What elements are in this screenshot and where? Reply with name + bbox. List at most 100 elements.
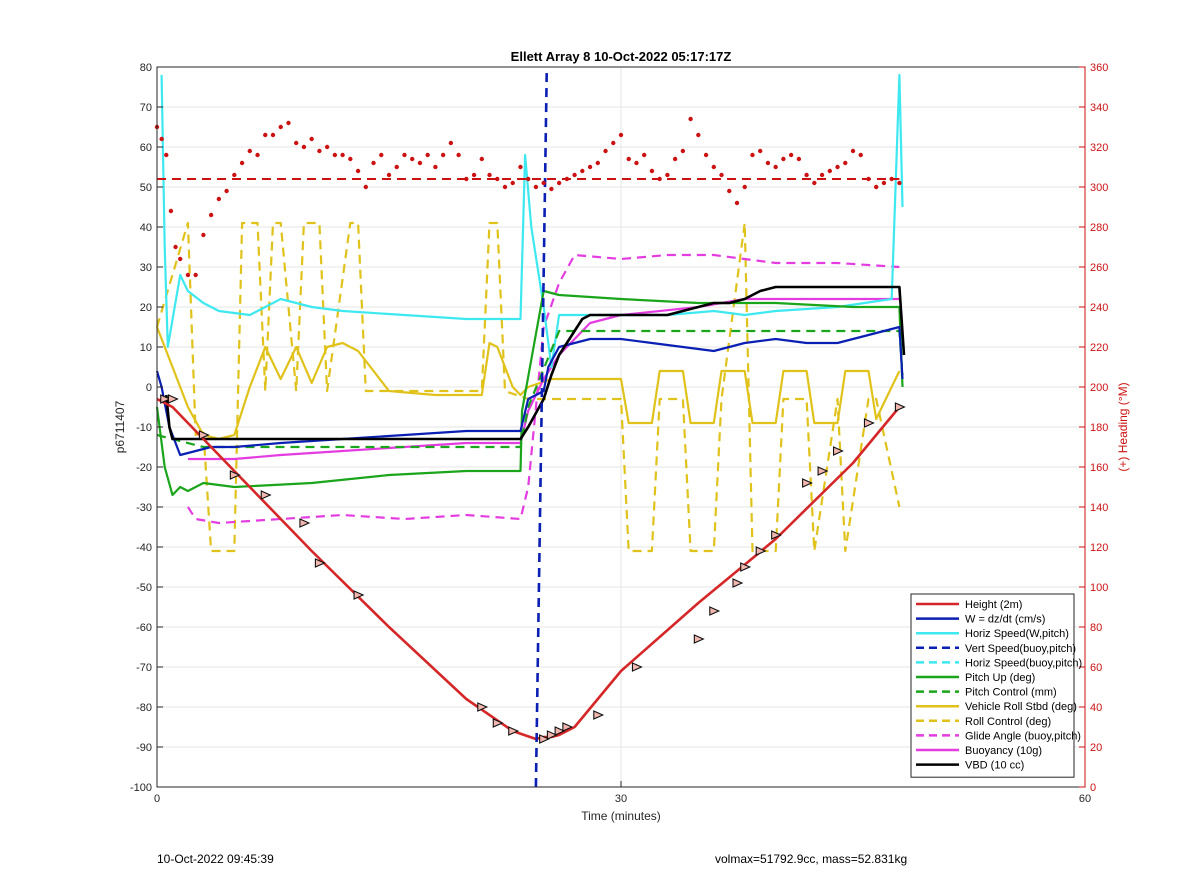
y-tick-label: -90 xyxy=(136,742,152,754)
heading-point xyxy=(425,152,430,158)
heading-point xyxy=(603,148,608,154)
depth-marker xyxy=(802,478,813,488)
heading-point xyxy=(819,172,825,178)
heading-point xyxy=(402,152,407,158)
y-tick-label: -80 xyxy=(136,702,152,714)
heading-point xyxy=(479,156,484,162)
heading-point xyxy=(294,140,299,146)
heading-point xyxy=(164,152,169,158)
heading-point xyxy=(433,164,438,170)
heading-point xyxy=(518,164,523,170)
y2-tick-label: 40 xyxy=(1090,702,1102,714)
heading-point xyxy=(168,208,174,214)
heading-point xyxy=(788,152,794,158)
heading-point xyxy=(533,184,539,190)
legend-label: Height (2m) xyxy=(965,599,1022,611)
heading-point xyxy=(812,180,817,186)
heading-point xyxy=(502,184,508,190)
y-tick-label: 10 xyxy=(140,342,152,354)
series-lines xyxy=(155,66,906,788)
heading-point xyxy=(765,160,771,166)
series-line-roll-control-deg xyxy=(155,221,901,553)
heading-point xyxy=(611,140,616,146)
heading-point xyxy=(750,152,755,158)
heading-point xyxy=(324,144,330,150)
y-tick-label: 50 xyxy=(140,182,152,194)
y2-tick-label: 340 xyxy=(1090,102,1108,114)
footer-timestamp: 10-Oct-2022 09:45:39 xyxy=(157,852,274,866)
heading-point xyxy=(649,168,655,174)
depth-marker xyxy=(863,418,875,428)
heading-point xyxy=(159,136,164,142)
depth-marker xyxy=(477,702,489,712)
heading-point xyxy=(719,172,724,178)
heading-point xyxy=(263,132,268,138)
heading-point xyxy=(340,152,345,158)
heading-points xyxy=(154,116,902,278)
heading-point xyxy=(440,152,446,158)
depth-marker xyxy=(299,518,311,528)
depth-marker xyxy=(709,606,721,616)
heading-point xyxy=(572,172,577,178)
heading-point xyxy=(626,156,631,162)
heading-point xyxy=(510,180,515,186)
heading-point xyxy=(371,160,376,166)
depth-marker xyxy=(740,562,752,572)
heading-point xyxy=(286,120,291,126)
heading-point xyxy=(672,156,678,162)
heading-point xyxy=(688,116,693,122)
heading-point xyxy=(247,148,252,154)
heading-point xyxy=(897,180,902,186)
heading-point xyxy=(742,184,747,190)
x-tick-label: 30 xyxy=(615,793,627,805)
series-line-vert-speed-buoy-pitch xyxy=(534,66,549,788)
y-tick-label: 60 xyxy=(140,142,152,154)
heading-point xyxy=(173,244,178,250)
heading-point xyxy=(680,148,686,154)
legend-label: W = dz/dt (cm/s) xyxy=(965,614,1045,626)
depth-marker xyxy=(539,734,551,744)
legend: Height (2m) W = dz/dt (cm/s) Horiz Speed(W… xyxy=(910,593,1082,778)
heading-point xyxy=(796,156,802,162)
heading-point xyxy=(417,160,423,166)
heading-point xyxy=(278,124,283,130)
legend-label: Horiz Speed(buoy,pitch) xyxy=(965,657,1082,669)
legend-label: Glide Angle (buoy,pitch) xyxy=(965,730,1081,742)
depth-marker xyxy=(554,726,566,736)
series-line-vbd-10-cc xyxy=(165,285,906,441)
heading-point xyxy=(239,160,245,166)
chart-title: Ellett Array 8 10-Oct-2022 05:17:17Z xyxy=(511,49,732,64)
heading-point xyxy=(394,164,399,170)
depth-marker xyxy=(894,402,906,412)
y2-tick-label: 220 xyxy=(1090,342,1108,354)
x-axis-label: Time (minutes) xyxy=(581,809,661,823)
y-tick-label: 40 xyxy=(140,222,152,234)
y-tick-label: 70 xyxy=(140,102,152,114)
y2-tick-label: 20 xyxy=(1090,742,1102,754)
depth-marker xyxy=(546,730,558,740)
heading-point xyxy=(580,168,585,174)
heading-point xyxy=(595,160,600,166)
heading-point xyxy=(410,156,415,162)
heading-point xyxy=(866,176,871,182)
depth-marker xyxy=(817,466,829,476)
heading-point xyxy=(193,272,198,278)
depth-marker xyxy=(353,590,365,600)
heading-point xyxy=(270,132,276,138)
depth-marker xyxy=(693,634,705,644)
heading-point xyxy=(850,148,856,154)
depth-marker xyxy=(771,530,783,540)
heading-point xyxy=(348,156,353,162)
legend-label: Horiz Speed(W,pitch) xyxy=(965,628,1069,640)
depth-markers xyxy=(160,394,906,744)
heading-point xyxy=(464,176,469,182)
heading-point xyxy=(657,176,662,182)
depth-marker xyxy=(314,558,326,568)
legend-label: Roll Control (deg) xyxy=(965,716,1051,728)
heading-point xyxy=(758,148,763,154)
heading-point xyxy=(185,272,191,278)
heading-point xyxy=(835,164,840,170)
heading-point xyxy=(618,132,624,138)
depth-marker xyxy=(160,394,172,404)
